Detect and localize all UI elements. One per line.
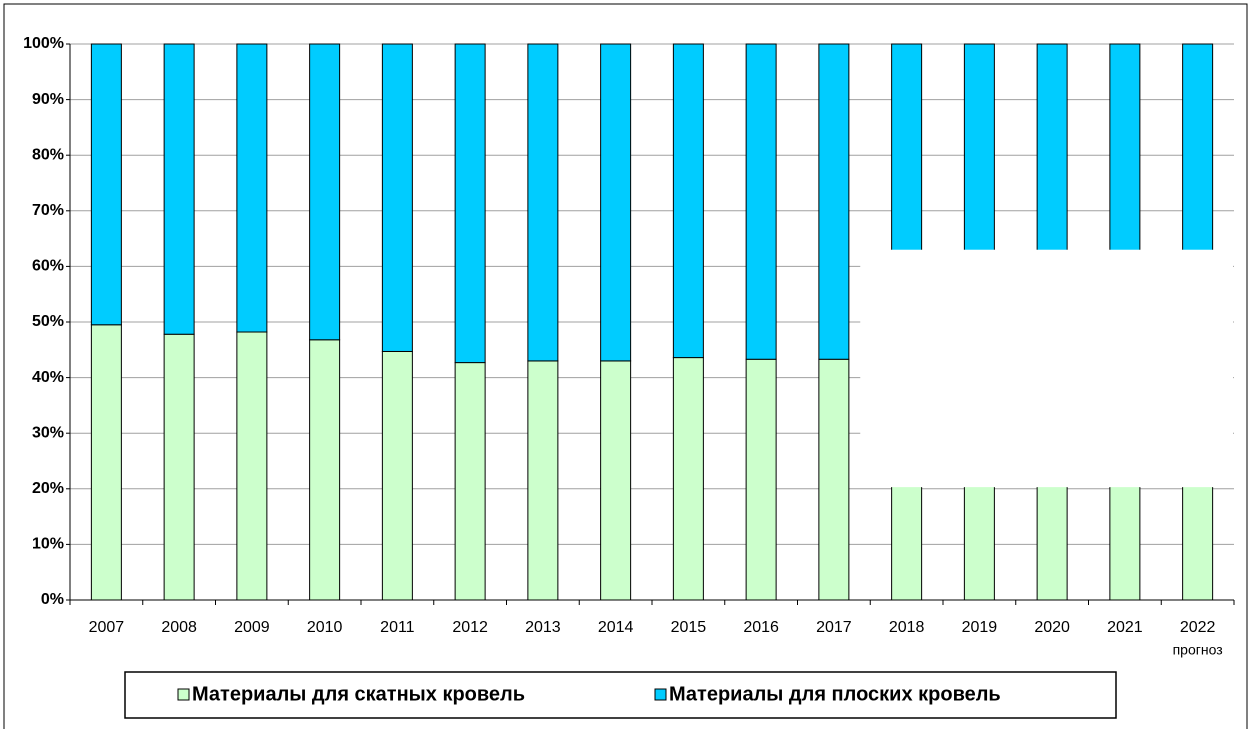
y-tick-label: 90%	[32, 91, 64, 108]
x-tick-label: 2014	[598, 619, 634, 636]
x-tick-label: 2013	[525, 619, 561, 636]
y-tick-label: 50%	[32, 313, 64, 330]
y-tick-label: 40%	[32, 369, 64, 386]
x-tick-label: 2017	[816, 619, 852, 636]
bar-segment	[818, 43, 850, 360]
x-tick-label: 2018	[889, 619, 925, 636]
bar-segment	[309, 43, 341, 341]
legend-label: Материалы для плоских кровель	[669, 683, 1001, 705]
bar-segment	[309, 339, 341, 601]
y-tick-label: 70%	[32, 202, 64, 219]
legend-label: Материалы для скатных кровель	[192, 683, 525, 705]
x-tick-label: 2008	[161, 619, 197, 636]
bar-segment	[818, 358, 850, 601]
y-tick-label: 10%	[32, 536, 64, 553]
x-tick-label: 2011	[380, 619, 415, 636]
bar-segment	[527, 360, 559, 601]
legend-swatch	[177, 688, 190, 701]
legend-swatch	[654, 688, 667, 701]
cover-box	[860, 249, 1233, 488]
y-tick-label: 100%	[23, 35, 64, 52]
bar-segment	[381, 43, 413, 352]
bar-segment	[600, 360, 632, 601]
x-tick-label: 2022	[1180, 619, 1216, 636]
x-tick-label: 2016	[743, 619, 779, 636]
bar-segment	[672, 357, 704, 601]
bar-segment	[454, 362, 486, 601]
x-tick-label: 2020	[1034, 619, 1070, 636]
bar-segment	[454, 43, 486, 364]
x-tick-label: 2021	[1107, 619, 1143, 636]
x-tick-label: 2012	[452, 619, 488, 636]
y-tick-label: 20%	[32, 480, 64, 497]
bar-segment	[90, 324, 122, 601]
bar-segment	[745, 358, 777, 601]
bar-segment	[236, 43, 268, 333]
legend-box	[124, 671, 1117, 719]
bar-segment	[672, 43, 704, 359]
bar-segment	[163, 43, 195, 335]
bar-segment	[163, 333, 195, 601]
x-annotation: прогноз	[1173, 642, 1223, 658]
bar-segment	[381, 350, 413, 601]
bar-segment	[527, 43, 559, 362]
x-tick-label: 2010	[307, 619, 343, 636]
y-tick-label: 30%	[32, 424, 64, 441]
x-tick-label: 2015	[671, 619, 707, 636]
y-tick-label: 60%	[32, 258, 64, 275]
bar-segment	[600, 43, 632, 362]
bar-segment	[236, 331, 268, 601]
x-tick-label: 2007	[89, 619, 125, 636]
x-tick-label: 2019	[962, 619, 998, 636]
bar-segment	[745, 43, 777, 360]
x-tick-label: 2009	[234, 619, 270, 636]
y-tick-label: 0%	[41, 591, 64, 608]
y-tick-label: 80%	[32, 146, 64, 163]
bar-segment	[90, 43, 122, 326]
